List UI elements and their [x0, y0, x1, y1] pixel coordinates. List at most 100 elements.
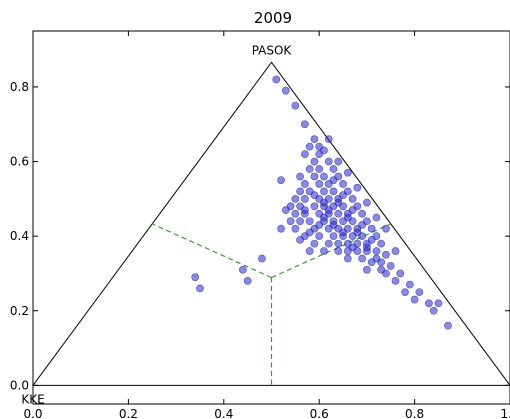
data-point [334, 198, 343, 207]
data-point [320, 247, 328, 255]
data-point [329, 187, 338, 196]
data-point [310, 191, 319, 200]
data-point [315, 165, 324, 173]
data-point [291, 224, 300, 233]
data-point [258, 254, 266, 263]
data-point [300, 150, 309, 158]
data-point [382, 250, 390, 259]
data-point [362, 243, 371, 252]
data-point [300, 194, 309, 203]
divider-line [152, 223, 272, 279]
data-point [320, 187, 328, 196]
data-point [372, 213, 381, 222]
data-point [343, 168, 352, 177]
data-point [358, 221, 367, 229]
data-point [296, 217, 305, 226]
data-point [353, 228, 362, 237]
data-point [405, 280, 414, 289]
data-point [310, 239, 319, 248]
ternary-triangle [32, 61, 510, 386]
data-point [191, 273, 200, 282]
data-point [329, 232, 338, 241]
data-point [238, 265, 247, 274]
x-tick-label: 0.8 [405, 407, 424, 419]
data-point [320, 198, 328, 207]
data-point [425, 299, 433, 308]
data-point [329, 176, 338, 185]
data-point [334, 247, 343, 255]
data-point [415, 288, 424, 296]
data-point [296, 172, 305, 181]
y-tick-label: 0.0 [10, 378, 29, 392]
data-point [277, 176, 285, 185]
data-point [324, 206, 333, 214]
y-tick-label: 0.8 [10, 80, 29, 94]
data-point [296, 235, 305, 244]
data-point [310, 172, 319, 181]
data-point [382, 224, 390, 233]
data-point [391, 247, 400, 255]
data-point [348, 206, 357, 214]
data-point [315, 180, 324, 188]
x-tick-label: 0.2 [119, 407, 138, 419]
region-dividers [152, 223, 391, 386]
vertex-label-kke: KKE [21, 392, 44, 406]
y-axis: 0.0 0.2 0.4 0.6 0.8 [10, 80, 510, 392]
x-tick-label: 0.0 [23, 407, 42, 419]
data-point [320, 213, 328, 222]
vertex-labels: KKENDPASOK [21, 43, 292, 406]
x-tick-label: 0.4 [214, 407, 233, 419]
data-point [362, 198, 371, 207]
data-point [296, 187, 305, 196]
data-point [358, 254, 367, 263]
data-point [315, 221, 324, 229]
data-point [300, 206, 309, 214]
data-point [410, 295, 419, 304]
x-axis: 0.0 0.2 0.4 0.6 0.8 1.0 [23, 31, 510, 419]
data-point [377, 239, 386, 248]
data-point [334, 209, 343, 218]
data-point [367, 224, 376, 233]
data-point [300, 120, 309, 129]
x-tick-label: 1.0 [500, 407, 510, 419]
data-point [310, 135, 319, 144]
y-tick-label: 0.4 [10, 229, 29, 243]
data-point [401, 288, 409, 296]
data-point [343, 254, 352, 263]
data-point [300, 180, 309, 188]
data-point [348, 243, 357, 252]
data-point [243, 277, 252, 285]
data-point [272, 75, 281, 84]
data-point [324, 157, 333, 166]
data-point [305, 142, 314, 151]
data-point [339, 228, 347, 237]
data-point [196, 284, 204, 293]
data-point [343, 213, 352, 222]
data-point [386, 262, 395, 270]
data-point [358, 209, 367, 218]
data-point [291, 194, 300, 203]
y-tick-label: 0.6 [10, 155, 29, 169]
axes-frame [32, 30, 510, 405]
data-point [429, 306, 438, 315]
data-point [305, 247, 314, 255]
data-point [324, 239, 333, 248]
data-point [320, 172, 328, 181]
data-point [353, 183, 362, 192]
data-point [372, 254, 381, 263]
data-point [396, 269, 405, 278]
data-point [391, 277, 400, 285]
data-point [339, 191, 347, 200]
data-point [444, 321, 452, 330]
data-point [377, 265, 386, 274]
data-point [310, 157, 319, 166]
data-point [362, 265, 371, 274]
data-point [281, 206, 290, 214]
divider-line [271, 223, 391, 279]
data-point [310, 202, 319, 211]
data-point [291, 101, 300, 110]
y-tick-label: 0.2 [10, 304, 29, 318]
data-point [348, 194, 357, 203]
data-point [367, 235, 376, 244]
